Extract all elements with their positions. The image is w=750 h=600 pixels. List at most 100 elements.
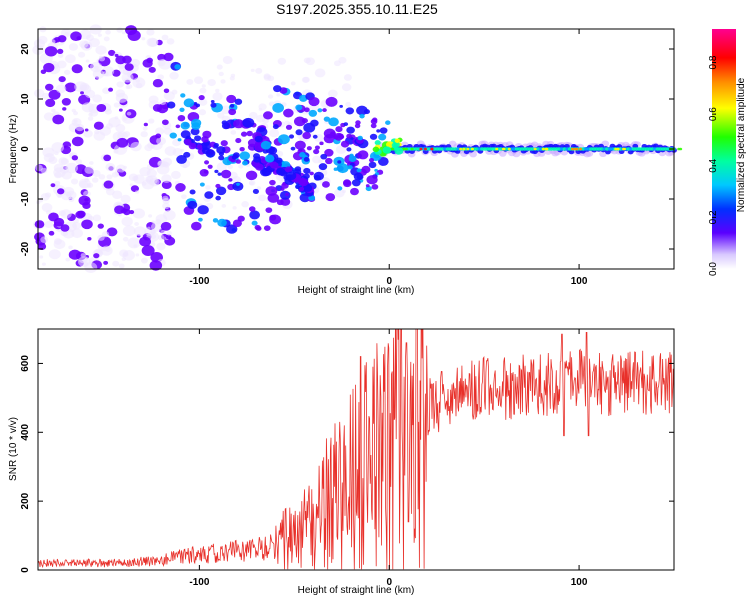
snr-x-tick-label: 100 — [571, 577, 588, 588]
snr-y-tick-label: 0 — [20, 567, 31, 573]
colorbar-ticks: 0.0 0.2 0.4 0.6 0.8 — [708, 55, 719, 276]
spectrogram-blob — [159, 99, 167, 106]
spectrogram-blob — [269, 161, 279, 169]
spectrogram-blob — [323, 116, 331, 122]
spectrogram-blob — [228, 178, 233, 182]
spectrogram-blob — [347, 165, 353, 170]
spectrogram-blob — [126, 111, 132, 116]
spectrogram-blob — [267, 94, 274, 99]
spectrogram-blob — [232, 206, 237, 210]
spectrogram-blob — [142, 126, 148, 131]
spectrogram-blob — [235, 159, 242, 164]
spectrogram-blob — [374, 140, 381, 146]
spectrogram-blob — [115, 55, 126, 65]
spectrogram-blob — [146, 28, 155, 36]
spectrogram-blob — [75, 159, 83, 165]
spectrogram-blob — [64, 82, 77, 93]
spectrogram-blob — [220, 140, 228, 147]
spectrogram-blob — [152, 104, 163, 112]
spectrogram-blob — [169, 132, 177, 139]
spectrogram-blob — [308, 109, 318, 117]
spectrogram-blob — [199, 87, 207, 94]
spectrogram-blob — [377, 156, 389, 166]
spectrogram-blob — [201, 84, 206, 88]
spectrogram-blob — [378, 133, 387, 141]
spectrogram-blob — [198, 109, 207, 116]
spectrogram-blob — [60, 224, 70, 232]
spectrogram-blob — [174, 64, 181, 70]
spectrogram-blob — [294, 166, 302, 172]
spectrogram-blob — [139, 166, 151, 177]
spectrogram-blob — [155, 133, 162, 139]
spectrogram-blob — [280, 197, 291, 206]
spectrogram-blob — [129, 209, 135, 215]
spectrogram-blob — [410, 147, 414, 151]
spectrogram-blob — [102, 87, 111, 95]
spectrogram-blob — [365, 184, 370, 188]
spectrogram-blob — [263, 74, 272, 81]
spectrogram-blob — [272, 124, 279, 130]
spectrogram-blob — [57, 188, 65, 195]
snr-y-tick-label: 400 — [20, 424, 31, 441]
spectrogram-blob — [163, 127, 173, 135]
spectrogram-blob — [156, 136, 166, 146]
spectrogram-blob — [88, 112, 93, 117]
spectrogram-blob — [337, 186, 343, 191]
spectrogram-blob — [346, 126, 355, 134]
spectrogram-blob — [374, 168, 378, 172]
spectrogram-blob — [327, 89, 338, 98]
spectrogram-blob — [265, 186, 278, 196]
spectrogram-blob — [391, 142, 398, 148]
spectrogram-blob — [108, 49, 116, 56]
spectrogram-blob — [254, 135, 263, 143]
spectrogram-blob — [385, 120, 391, 125]
spectrogram-blob — [302, 131, 312, 140]
spectrogram-blob — [106, 227, 118, 237]
spectrogram-blob — [119, 249, 129, 258]
spectrogram-x-tick-label: 100 — [571, 276, 588, 287]
spectrogram-blob — [87, 215, 95, 222]
figure-title: S197.2025.355.10.11.E25 — [276, 1, 438, 17]
spectrogram-blob — [220, 79, 226, 84]
spectrogram-blob — [335, 126, 343, 133]
spectrogram-blob — [575, 147, 579, 151]
colorbar-tick-label: 0.6 — [708, 107, 719, 121]
spectrogram-y-tick-label: -20 — [20, 241, 31, 256]
spectrogram-blob — [108, 87, 114, 92]
snr-y-tick-label: 200 — [20, 492, 31, 509]
spectrogram-blob — [102, 71, 109, 77]
spectrogram-blob — [57, 60, 67, 69]
spectrogram-blob — [108, 117, 121, 128]
spectrogram-blob — [154, 219, 162, 225]
spectrogram-blob — [339, 104, 343, 108]
spectrogram-blob — [71, 155, 79, 161]
spectrogram-blob — [43, 112, 54, 121]
spectrogram-blob — [163, 88, 170, 94]
spectrogram-blob — [166, 101, 176, 109]
spectrogram-blob — [166, 38, 175, 45]
spectrogram-blob — [114, 205, 125, 214]
spectrogram-blob — [89, 161, 94, 165]
spectrogram-blob — [60, 230, 69, 237]
spectrogram-blob — [220, 169, 232, 179]
spectrogram-blob — [382, 146, 392, 154]
colorbar-gradient — [712, 29, 736, 269]
colorbar: 0.0 0.2 0.4 0.6 0.8 Normalized spectral ampl… — [708, 29, 747, 276]
spectrogram-blob — [125, 85, 131, 90]
spectrogram-blob — [79, 180, 89, 189]
spectrogram-blob — [48, 89, 61, 100]
spectrogram-blob — [45, 83, 54, 91]
spectrogram-blob — [84, 89, 96, 99]
colorbar-tick-label: 0.0 — [708, 262, 719, 276]
spectrogram-blob — [157, 74, 164, 80]
spectrogram-blob — [299, 186, 305, 192]
spectrogram-blob — [372, 117, 378, 123]
spectrogram-blob — [214, 169, 219, 174]
spectrogram-blob — [143, 122, 148, 127]
spectrogram-blob — [239, 151, 251, 161]
spectrogram-blob — [176, 155, 187, 164]
spectrogram-blob — [578, 147, 583, 151]
spectrogram-blob — [163, 209, 176, 221]
spectrogram-blob — [123, 165, 127, 169]
spectrogram-blob — [71, 117, 82, 127]
